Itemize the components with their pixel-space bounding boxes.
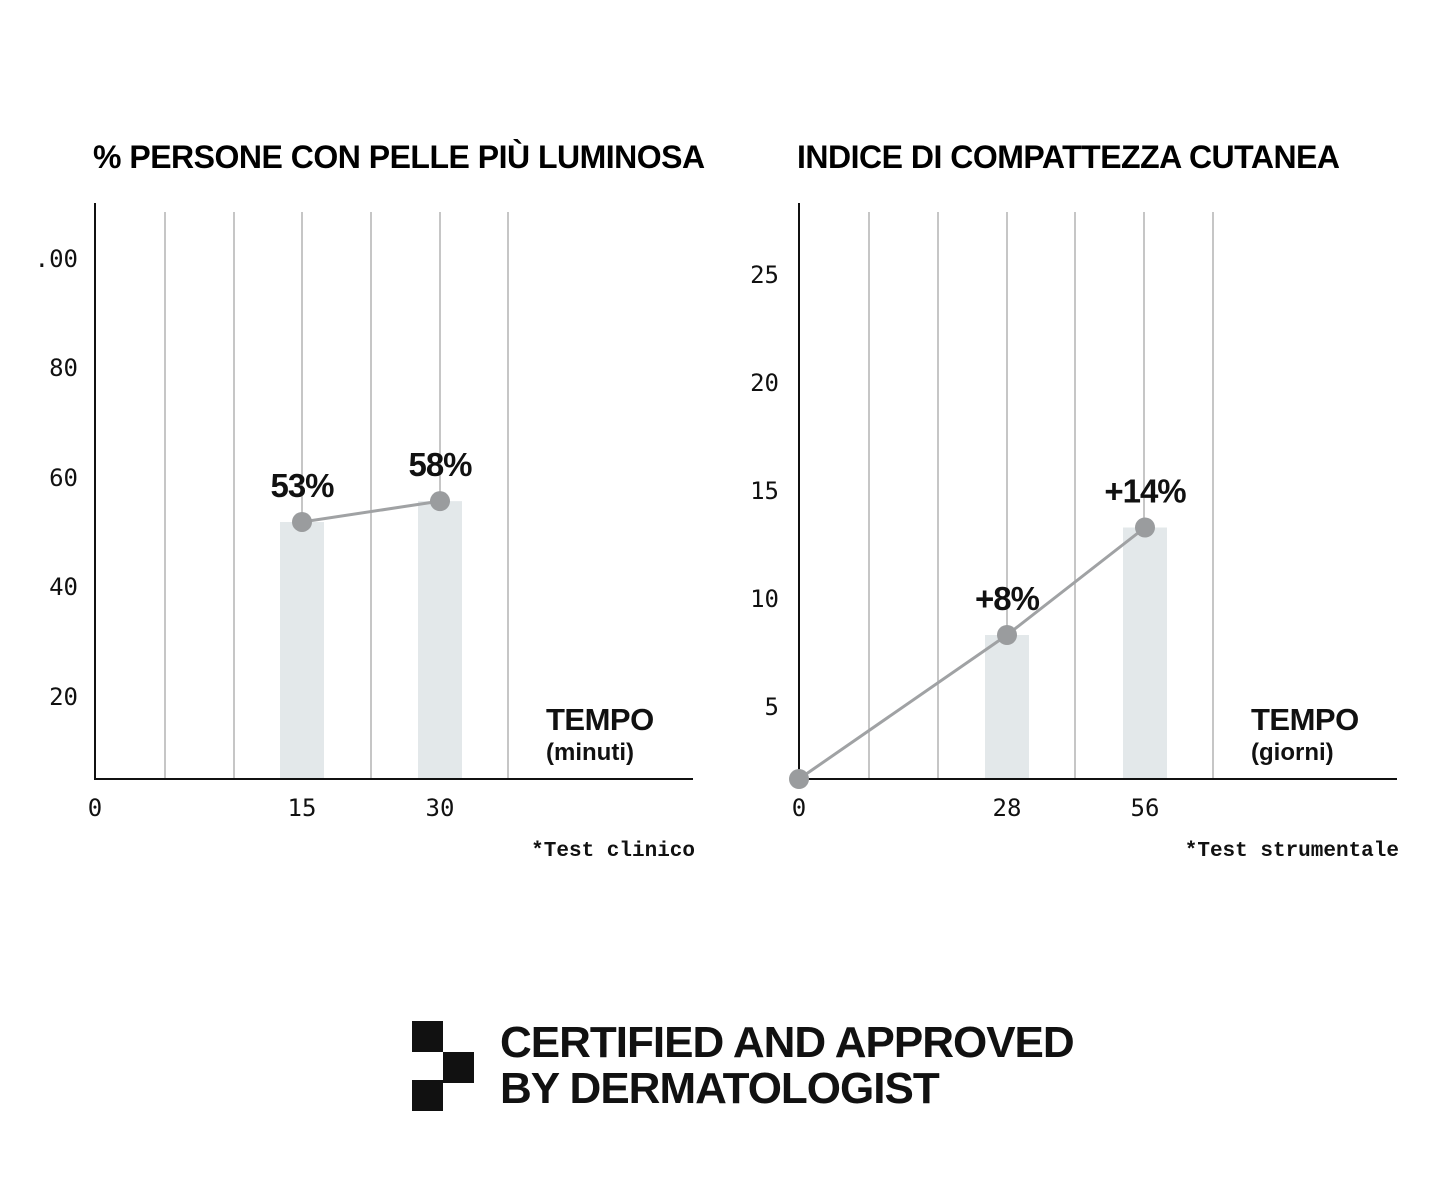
badge-line-1: CERTIFIED AND APPROVED — [500, 1018, 1075, 1067]
chart1-point-15 — [292, 511, 312, 532]
chart1-y-tick-4: 40 — [49, 573, 78, 601]
chart2-data-label-56: +14% — [1104, 473, 1186, 510]
chart1-bar-30 — [418, 501, 462, 779]
dermatologist-badge: CERTIFIED AND APPROVED BY DERMATOLOGIST — [412, 1018, 1075, 1113]
chart2-y-tick-3: 15 — [750, 477, 779, 505]
chart2-x-tick-56: 56 — [1131, 794, 1160, 822]
chart2-y-tick-5: 5 — [765, 693, 779, 721]
chart2-title: INDICE DI COMPATTEZZA CUTANEA — [797, 139, 1340, 175]
chart2-y-tick-2: 20 — [750, 369, 779, 397]
chart2-x-tick-0: 0 — [792, 794, 806, 822]
chart2-bar-28 — [985, 635, 1029, 779]
chart2-data-label-28: +8% — [975, 580, 1040, 617]
chart1-point-30 — [430, 491, 450, 512]
chart1-axis-title: TEMPO — [546, 702, 654, 737]
chart1-axis-unit: (minuti) — [546, 739, 634, 766]
chart1-x-tick-15: 15 — [288, 794, 317, 822]
chart1-title: % PERSONE CON PELLE PIÙ LUMINOSA — [93, 139, 705, 175]
chart2-x-tick-28: 28 — [993, 794, 1022, 822]
chart1-y-tick-2: 80 — [49, 354, 78, 382]
badge-text: CERTIFIED AND APPROVED BY DERMATOLOGIST — [500, 1018, 1075, 1113]
chart1-data-label-15: 53% — [270, 467, 334, 504]
chart2-y-tick-4: 10 — [750, 585, 779, 613]
chart1-bar-15 — [280, 521, 324, 779]
chart1-y-tick-5: 20 — [49, 683, 78, 711]
chart2-y-tick-1: 25 — [750, 261, 779, 289]
chart1-x-tick-30: 30 — [426, 794, 455, 822]
chart1-series-line — [301, 499, 441, 524]
chart2-axis-unit: (giorni) — [1251, 739, 1334, 766]
chart2-bar-56 — [1123, 527, 1167, 779]
chart1-y-tick-1: .00 — [35, 245, 78, 273]
chart2-point-28 — [997, 625, 1017, 645]
chart2-point-0 — [789, 769, 809, 789]
checker-squares-icon — [412, 1021, 474, 1111]
chart1-x-tick-0: 0 — [88, 794, 102, 822]
chart2-note: *Test strumentale — [1185, 840, 1399, 863]
chart1-y-tick-3: 60 — [49, 464, 78, 492]
chart2-point-56 — [1135, 517, 1155, 538]
badge-line-2: BY DERMATOLOGIST — [500, 1064, 940, 1113]
chart1-data-label-30: 58% — [408, 446, 472, 483]
chart1-note: *Test clinico — [531, 840, 695, 863]
chart2-series-line — [798, 526, 1146, 781]
chart2-axis-title: TEMPO — [1251, 702, 1359, 737]
